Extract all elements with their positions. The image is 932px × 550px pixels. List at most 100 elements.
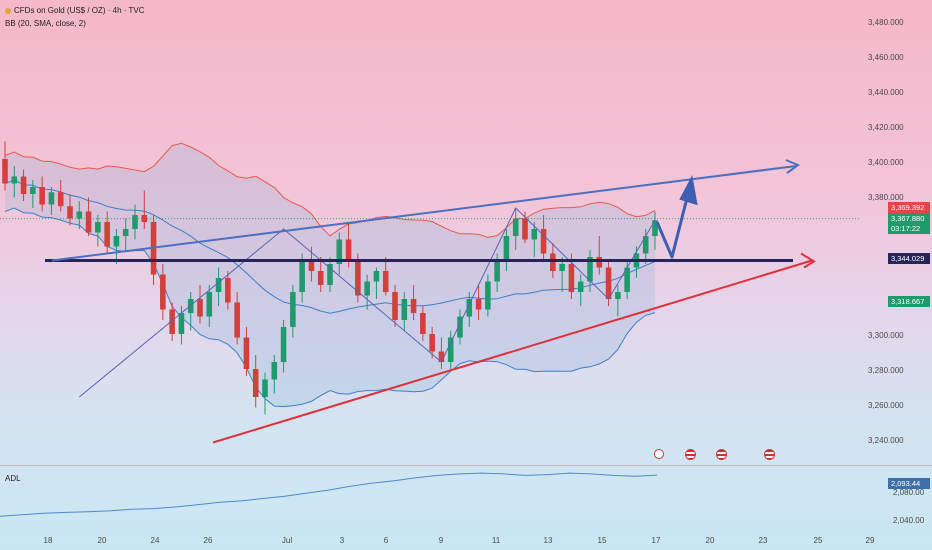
- projection-path: [655, 193, 690, 259]
- candle-body: [206, 292, 213, 317]
- time-tick: 29: [865, 536, 875, 545]
- candle-body: [642, 236, 649, 254]
- candle-body: [169, 309, 175, 334]
- candle-body: [447, 337, 454, 362]
- level-price-label: 3,344.029: [888, 253, 930, 264]
- time-tick: 25: [813, 536, 823, 545]
- price-tick: 3,240.000: [868, 436, 904, 445]
- candle-body: [308, 260, 315, 271]
- candle-body: [392, 292, 398, 320]
- time-tick: 18: [43, 536, 53, 545]
- candle-body: [512, 218, 519, 236]
- candle-body: [522, 218, 528, 240]
- candle-body: [327, 264, 333, 285]
- candle-body: [11, 176, 18, 184]
- candle-body: [271, 362, 278, 380]
- upper-trendline-arrowhead: [785, 159, 801, 174]
- candle-body: [475, 299, 482, 310]
- pane-divider[interactable]: [0, 465, 932, 466]
- price-tick: 3,260.000: [868, 401, 904, 410]
- candle-body: [243, 337, 250, 369]
- candle-body: [503, 236, 510, 261]
- time-tick: 20: [97, 536, 107, 545]
- us-flag-event-icon[interactable]: [685, 449, 696, 460]
- candle-body: [20, 176, 27, 194]
- price-tick: 3,420.000: [868, 123, 904, 132]
- adl-tick: 2,040.00: [893, 516, 925, 525]
- replay-event-icon[interactable]: [654, 449, 664, 459]
- candle-body: [104, 222, 110, 247]
- candle-body: [429, 334, 435, 352]
- candle-body: [652, 220, 658, 236]
- bb-lower-band: [4, 207, 656, 408]
- bb-upper-band: [4, 142, 656, 238]
- adl-tick: 2,080.00: [893, 488, 925, 497]
- candle-body: [587, 257, 593, 282]
- time-tick: Jul: [281, 536, 293, 545]
- candle-body: [345, 239, 352, 261]
- event-icons: [650, 448, 790, 462]
- candle-body: [85, 211, 92, 233]
- candle-body: [299, 260, 305, 292]
- time-axis[interactable]: 18 20 24 26 Jul 3 6 9 11 13 15 17 20 23 …: [0, 530, 875, 550]
- candle-body: [336, 239, 343, 264]
- lower-trendline: [212, 259, 813, 444]
- projection-arrowhead: [679, 174, 698, 206]
- candle-body: [262, 379, 268, 397]
- time-tick: 15: [597, 536, 607, 545]
- time-tick: 11: [491, 536, 501, 545]
- chart-legend: CFDs on Gold (US$ / OZ) · 4h · TVC BB (2…: [5, 4, 145, 30]
- candle-body: [290, 292, 296, 327]
- candle-body: [317, 271, 324, 285]
- candle-body: [438, 351, 445, 362]
- symbol-title[interactable]: CFDs on Gold (US$ / OZ) · 4h · TVC: [14, 6, 145, 15]
- candle-body: [76, 211, 83, 219]
- candle-body: [57, 192, 64, 207]
- time-tick: 6: [383, 536, 389, 545]
- bb-basis-line: [4, 179, 656, 314]
- price-axis[interactable]: 3,480.000 3,460.000 3,440.000 3,420.000 …: [860, 0, 932, 530]
- time-tick: 9: [438, 536, 444, 545]
- price-tick: 3,480.000: [868, 18, 904, 27]
- candle-body: [531, 229, 538, 240]
- candle-body: [197, 299, 203, 317]
- candle-body: [234, 302, 240, 338]
- candle-body: [364, 281, 370, 296]
- candle-body: [122, 229, 129, 236]
- wave-zigzag-line: [78, 207, 656, 398]
- candle-body: [132, 215, 138, 229]
- adl-current-label: 2,093.44: [888, 478, 930, 489]
- bb-basis-label: 3,367.880: [888, 213, 930, 224]
- time-tick: 23: [758, 536, 768, 545]
- price-tick: 3,280.000: [868, 366, 904, 375]
- last-price-label: 3,369.392: [888, 202, 930, 213]
- candle-body: [540, 229, 547, 254]
- time-tick: 3: [339, 536, 345, 545]
- candle-body: [67, 206, 73, 219]
- time-tick: 13: [543, 536, 553, 545]
- candle-body: [48, 192, 55, 205]
- candle-body: [382, 271, 389, 292]
- candle-body: [39, 187, 45, 205]
- adl-pane[interactable]: [0, 466, 860, 528]
- time-tick: 17: [651, 536, 661, 545]
- upper-trendline: [51, 165, 797, 262]
- candle-body: [550, 253, 556, 271]
- indicator-title[interactable]: BB (20, SMA, close, 2): [5, 19, 86, 28]
- countdown-label: 03:17:22: [888, 223, 930, 234]
- price-tick: 3,300.000: [868, 331, 904, 340]
- us-flag-event-icon[interactable]: [764, 449, 775, 460]
- adl-line: [0, 472, 658, 517]
- price-tick: 3,400.000: [868, 158, 904, 167]
- candle-body: [420, 313, 426, 334]
- candle-body: [178, 313, 185, 334]
- bb-lower-label: 3,318.667: [888, 296, 930, 307]
- price-chart[interactable]: [0, 0, 860, 465]
- candle-body: [280, 327, 287, 362]
- candle-body: [141, 215, 148, 222]
- candle-body: [577, 281, 584, 292]
- us-flag-event-icon[interactable]: [716, 449, 727, 460]
- candle-body: [160, 274, 166, 310]
- candle-body: [615, 292, 621, 299]
